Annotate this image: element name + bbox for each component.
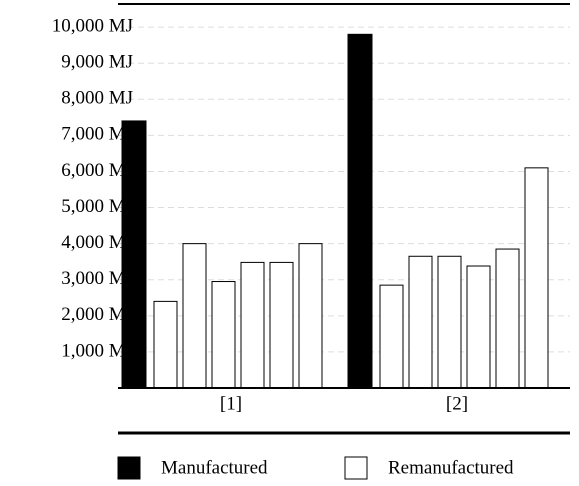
x-tick-label: [2] <box>446 393 468 414</box>
legend-label: Remanufactured <box>388 457 514 478</box>
bar <box>153 300 178 389</box>
bar <box>408 255 433 389</box>
y-tick-label: 2,000 MJ <box>61 304 133 325</box>
legend-swatch <box>117 456 141 480</box>
bar <box>437 255 462 389</box>
y-tick-label: 7,000 MJ <box>61 124 133 145</box>
bar <box>269 261 294 389</box>
y-tick-label: 10,000 MJ <box>52 15 133 36</box>
bar <box>211 281 236 389</box>
y-tick-label: 8,000 MJ <box>61 88 133 109</box>
bar <box>121 120 147 389</box>
bar <box>298 243 323 389</box>
y-tick-label: 5,000 MJ <box>61 196 133 217</box>
y-tick-label: 3,000 MJ <box>61 268 133 289</box>
y-tick-label: 9,000 MJ <box>61 52 133 73</box>
bar <box>379 284 404 389</box>
legend-swatch <box>344 456 368 480</box>
bar <box>466 265 491 389</box>
y-tick-label: 4,000 MJ <box>61 232 133 253</box>
y-tick-label: 6,000 MJ <box>61 160 133 181</box>
bar <box>347 33 373 389</box>
legend-label: Manufactured <box>161 457 268 478</box>
bar <box>495 248 520 389</box>
bar <box>240 261 265 389</box>
y-tick-label: 1,000 MJ <box>61 340 133 361</box>
bar <box>182 243 207 389</box>
bar <box>524 167 549 389</box>
x-tick-label: [1] <box>220 393 242 414</box>
